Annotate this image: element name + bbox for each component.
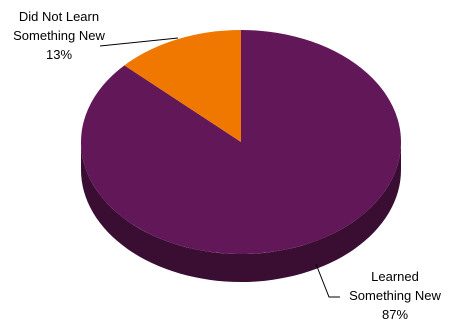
pie-slice-did-not-learn bbox=[124, 30, 241, 142]
label-learned-line1: Learned bbox=[371, 269, 419, 284]
label-did-not-learn-percent: 13% bbox=[46, 47, 72, 62]
label-did-not-learn-line1: Did Not Learn bbox=[19, 9, 99, 24]
leader-line-learned bbox=[315, 263, 340, 298]
pie-top-faces bbox=[80, 30, 401, 254]
leader-line-did-not-learn bbox=[99, 37, 179, 47]
pie-slice-side-learned bbox=[81, 142, 401, 282]
pie-side-walls bbox=[81, 142, 401, 282]
label-did-not-learn-line2: Something New bbox=[13, 28, 105, 43]
pie-slice-learned bbox=[80, 30, 401, 254]
label-learned-line2: Something New bbox=[349, 288, 441, 303]
label-learned-percent: 87% bbox=[382, 307, 408, 322]
